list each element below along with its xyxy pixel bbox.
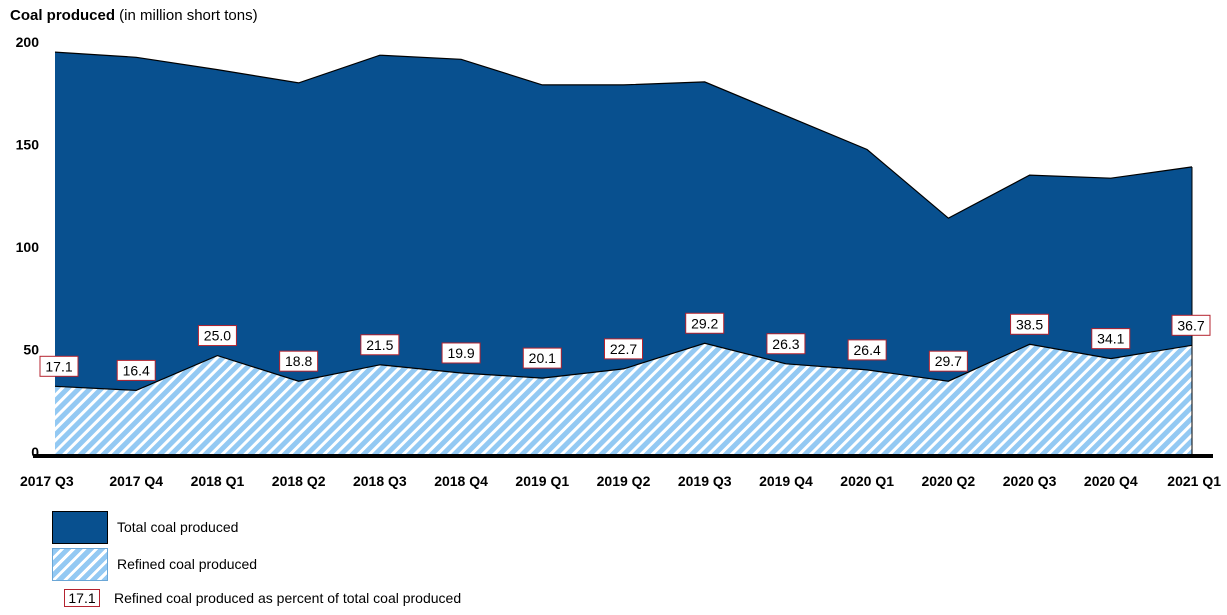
pct-label-box (1010, 313, 1050, 335)
y-tick-label: 200 (16, 34, 40, 50)
x-tick-label: 2018 Q1 (191, 473, 245, 489)
pct-label-text: 16.4 (123, 362, 150, 378)
pct-label: 22.7 (604, 338, 643, 360)
pct-label-text: 36.7 (1177, 317, 1204, 333)
x-tick-label: 2017 Q3 (20, 473, 74, 489)
pct-label: 29.2 (685, 312, 725, 334)
x-tick-label: 2020 Q3 (1003, 473, 1057, 489)
pct-label-box (1091, 328, 1131, 350)
pct-label-text: 34.1 (1097, 331, 1124, 347)
chart-title-bold: Coal produced (10, 7, 116, 24)
legend-swatch-refined (52, 547, 108, 581)
pct-label-text: 18.8 (285, 353, 312, 369)
legend-label-total: Total coal produced (117, 519, 239, 535)
pct-label: 26.3 (766, 333, 806, 355)
x-tick-label: 2018 Q2 (272, 473, 326, 489)
pct-label-box (197, 325, 237, 347)
pct-label: 26.4 (847, 339, 887, 361)
y-tick-label: 150 (16, 137, 40, 153)
pct-label-text: 22.7 (610, 341, 637, 357)
x-tick-label: 2019 Q2 (597, 473, 651, 489)
x-tick-label: 2019 Q4 (759, 473, 813, 489)
x-tick-label: 2019 Q1 (515, 473, 569, 489)
pct-label-text: 20.1 (529, 350, 556, 366)
pct-label-text: 25.0 (204, 328, 231, 344)
x-tick-label: 2021 Q1 (1167, 473, 1221, 489)
pct-label-text: 29.2 (691, 315, 718, 331)
y-tick-label: 50 (23, 342, 39, 358)
x-tick-label: 2017 Q4 (109, 473, 163, 489)
pct-label: 20.1 (522, 347, 562, 369)
pct-label: 34.1 (1091, 328, 1131, 350)
x-tick-label: 2020 Q4 (1084, 473, 1138, 489)
legend-pct-sample-box: 17.1 (64, 589, 100, 607)
pct-label: 17.1 (39, 355, 79, 377)
legend-item-total: Total coal produced (52, 510, 238, 544)
x-tick-label: 2019 Q3 (678, 473, 732, 489)
pct-label-box (847, 339, 887, 361)
pct-label: 36.7 (1171, 314, 1211, 336)
legend-swatch-total (52, 510, 108, 544)
pct-label-box (360, 334, 400, 356)
pct-label-box (928, 350, 968, 372)
chart-title-units: (in million short tons) (115, 7, 258, 24)
x-tick-label: 2020 Q1 (840, 473, 894, 489)
pct-label-box (39, 355, 79, 377)
series-refined-area (55, 343, 1192, 456)
series-refined-line (54, 342, 1193, 392)
pct-label-box (116, 359, 156, 381)
pct-label-text: 17.1 (45, 358, 72, 374)
pct-label: 29.7 (928, 350, 968, 372)
pct-label-box (1171, 314, 1211, 336)
pct-label-box (685, 312, 725, 334)
pct-label-text: 29.7 (935, 353, 962, 369)
pct-label-text: 38.5 (1016, 316, 1043, 332)
pct-label-text: 21.5 (366, 337, 393, 353)
pct-label-box (279, 350, 319, 372)
pct-label-text: 19.9 (447, 345, 474, 361)
x-tick-label: 2020 Q2 (921, 473, 975, 489)
pct-label-text: 26.3 (772, 336, 799, 352)
series-total-line (54, 51, 1193, 219)
pct-label-box (522, 347, 562, 369)
pct-label: 38.5 (1010, 313, 1050, 335)
pct-label-box (604, 338, 643, 360)
pct-label-box (766, 333, 806, 355)
pct-label: 25.0 (197, 325, 237, 347)
pct-label-box (441, 342, 481, 364)
chart-title: Coal produced (in million short tons) (10, 7, 258, 24)
legend-label-refined: Refined coal produced (117, 556, 258, 572)
pct-label: 19.9 (441, 342, 481, 364)
pct-label-text: 26.4 (854, 342, 881, 358)
pct-label: 18.8 (279, 350, 319, 372)
pct-label: 16.4 (116, 359, 156, 381)
x-tick-label: 2018 Q4 (434, 473, 488, 489)
legend-item-percent: 17.1 Refined coal produced as percent of… (52, 581, 461, 615)
legend-item-refined: Refined coal produced (52, 547, 257, 581)
legend-label-percent: Refined coal produced as percent of tota… (114, 590, 462, 606)
y-tick-label: 0 (31, 444, 39, 460)
x-tick-label: 2018 Q3 (353, 473, 407, 489)
series-total-area (55, 52, 1192, 456)
y-tick-label: 100 (16, 239, 40, 255)
pct-label: 21.5 (360, 334, 400, 356)
